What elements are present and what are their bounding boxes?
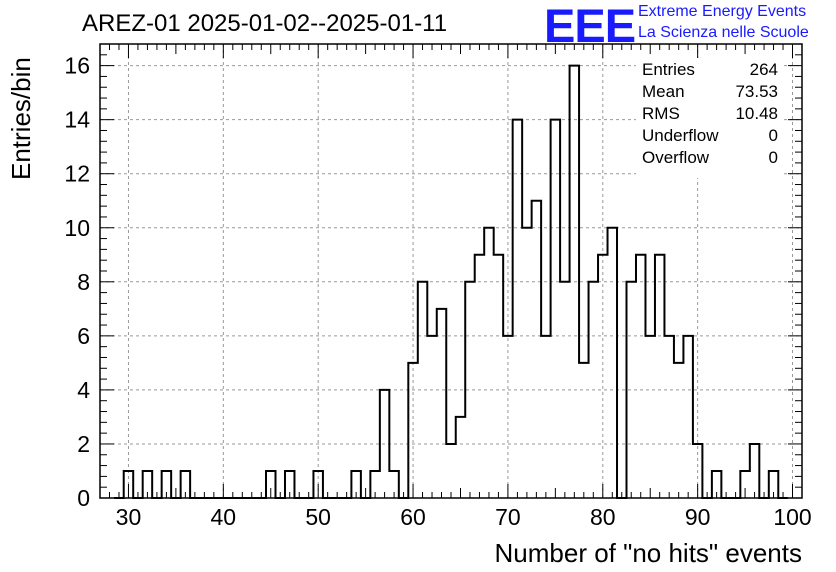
stat-overflow-label: Overflow [642, 148, 710, 167]
grid-lines [100, 44, 802, 499]
logo-line-1: Extreme Energy Events [638, 3, 807, 20]
y-axis-label: Entries/bin [6, 57, 36, 180]
stat-rms: RMS 10.48 [642, 104, 778, 126]
stat-mean: Mean 73.53 [642, 82, 778, 104]
stat-underflow-value: 0 [768, 126, 778, 145]
y-tick-label: 2 [77, 431, 90, 457]
stat-underflow: Underflow 0 [642, 126, 778, 148]
y-tick-label: 4 [77, 377, 90, 403]
y-tick-label: 14 [64, 107, 90, 133]
y-tick-label: 0 [77, 485, 90, 511]
eee-logo: EEE [544, 0, 636, 52]
stat-entries-value: 264 [749, 60, 778, 79]
x-tick-label: 70 [495, 504, 521, 530]
stat-entries: Entries 264 [642, 60, 778, 82]
stat-mean-value: 73.53 [735, 82, 778, 101]
axis-tick-labels: 30 40 50 60 70 80 90 100 0 2 4 6 8 10 12 14 16 [64, 53, 811, 530]
x-tick-label: 100 [773, 504, 811, 530]
y-tick-label: 6 [77, 323, 90, 349]
axis-ticks [99, 43, 803, 499]
x-tick-label: 30 [116, 504, 142, 530]
stat-entries-label: Entries [642, 60, 695, 79]
x-tick-label: 50 [305, 504, 331, 530]
x-tick-label: 60 [400, 504, 426, 530]
stat-underflow-label: Underflow [642, 126, 719, 145]
x-tick-label: 90 [685, 504, 711, 530]
logo-line-2: La Scienza nelle Scuole [638, 24, 809, 41]
y-tick-label: 12 [64, 161, 90, 187]
x-axis-label: Number of "no hits" events [494, 538, 803, 568]
y-tick-label: 16 [64, 53, 90, 79]
x-tick-label: 40 [211, 504, 237, 530]
y-tick-label: 10 [64, 215, 90, 241]
chart-title: AREZ-01 2025-01-02--2025-01-11 [82, 10, 448, 37]
y-tick-label: 8 [77, 269, 90, 295]
stat-overflow-value: 0 [768, 148, 778, 167]
stat-mean-label: Mean [642, 82, 685, 101]
x-tick-label: 80 [590, 504, 616, 530]
stats-box: Entries 264 Mean 73.53 RMS 10.48 Underfl… [636, 58, 782, 178]
stat-overflow: Overflow 0 [642, 148, 778, 170]
stat-rms-value: 10.48 [735, 104, 778, 123]
stat-rms-label: RMS [642, 104, 680, 123]
